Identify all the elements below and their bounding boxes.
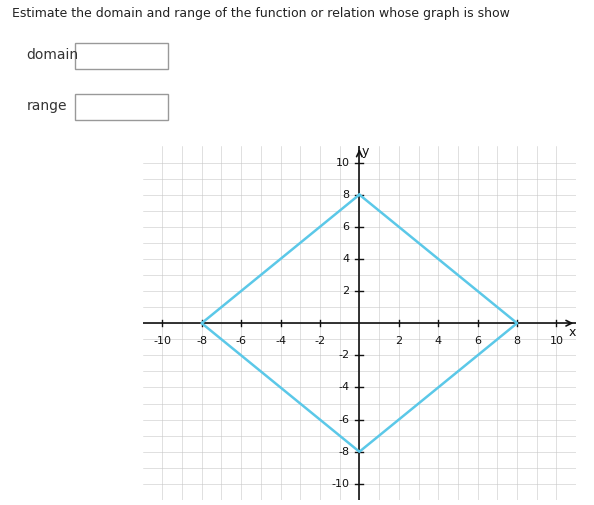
Text: 10: 10 — [336, 158, 349, 168]
Text: 10: 10 — [549, 336, 564, 346]
Text: -4: -4 — [339, 382, 349, 392]
Text: -2: -2 — [314, 336, 326, 346]
Text: -10: -10 — [331, 479, 349, 489]
Text: -6: -6 — [236, 336, 247, 346]
Text: -8: -8 — [196, 336, 207, 346]
Text: -10: -10 — [153, 336, 171, 346]
FancyBboxPatch shape — [75, 42, 169, 69]
Text: y: y — [362, 145, 369, 158]
Text: 8: 8 — [513, 336, 520, 346]
Text: 8: 8 — [342, 190, 349, 199]
Text: 4: 4 — [342, 254, 349, 264]
Text: 2: 2 — [395, 336, 402, 346]
Text: x: x — [568, 326, 576, 339]
Text: range: range — [27, 99, 67, 113]
Text: -4: -4 — [275, 336, 286, 346]
FancyBboxPatch shape — [75, 93, 169, 120]
Text: -6: -6 — [339, 415, 349, 425]
Text: -8: -8 — [339, 447, 349, 457]
Text: -2: -2 — [339, 350, 349, 361]
Text: 6: 6 — [343, 222, 349, 232]
Text: 2: 2 — [342, 286, 349, 296]
Text: domain: domain — [27, 48, 79, 62]
Text: Estimate the domain and range of the function or relation whose graph is show: Estimate the domain and range of the fun… — [12, 7, 510, 20]
Text: 6: 6 — [474, 336, 481, 346]
Text: 4: 4 — [435, 336, 442, 346]
